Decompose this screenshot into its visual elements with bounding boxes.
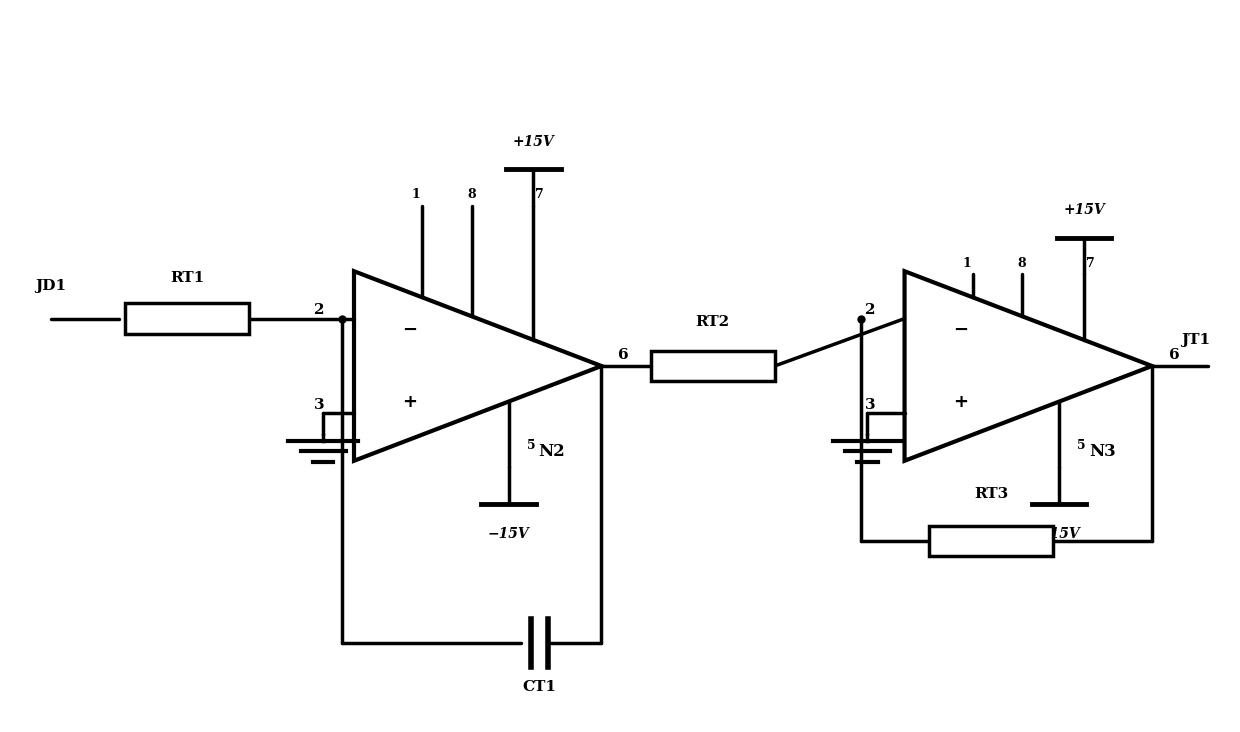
Text: N2: N2: [538, 443, 565, 460]
Bar: [125, 303, 249, 334]
Text: −15V: −15V: [487, 527, 529, 541]
Text: 2: 2: [864, 303, 875, 317]
Text: −: −: [402, 321, 417, 339]
Text: 5: 5: [527, 438, 536, 452]
Bar: [651, 351, 775, 381]
Text: JD1: JD1: [35, 279, 67, 293]
Text: 1: 1: [962, 257, 971, 270]
Text: 8: 8: [467, 188, 476, 201]
Text: −15V: −15V: [1038, 527, 1080, 541]
Text: 1: 1: [412, 188, 420, 201]
Text: 2: 2: [314, 303, 325, 317]
Text: +: +: [952, 393, 967, 411]
Text: RT2: RT2: [696, 315, 730, 329]
Text: 7: 7: [536, 188, 544, 201]
Text: +15V: +15V: [512, 135, 554, 149]
Text: JT1: JT1: [1180, 334, 1210, 348]
Text: RT1: RT1: [170, 272, 205, 285]
Text: 5: 5: [1078, 438, 1086, 452]
Text: RT3: RT3: [975, 487, 1008, 501]
Bar: [929, 526, 1053, 556]
Text: 3: 3: [864, 397, 875, 411]
Text: 7: 7: [1086, 257, 1095, 270]
Text: +: +: [402, 393, 417, 411]
Text: N3: N3: [1089, 443, 1116, 460]
Text: CT1: CT1: [522, 680, 557, 694]
Text: 8: 8: [1018, 257, 1027, 270]
Text: +15V: +15V: [1063, 203, 1105, 217]
Text: 6: 6: [1169, 348, 1179, 362]
Text: 6: 6: [619, 348, 629, 362]
Text: −: −: [952, 321, 967, 339]
Text: 3: 3: [314, 397, 325, 411]
